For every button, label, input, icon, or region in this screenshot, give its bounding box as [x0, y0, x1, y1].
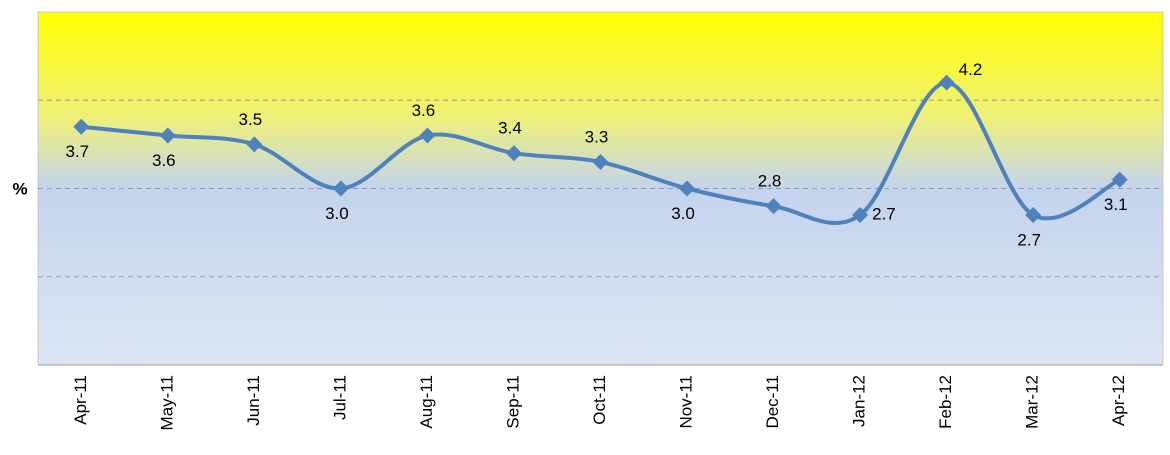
line — [81, 80, 1121, 225]
marker — [852, 206, 869, 223]
marker — [765, 198, 782, 215]
marker — [159, 127, 176, 144]
data-label: 3.7 — [65, 142, 89, 161]
x-tick-label: Dec-11 — [763, 375, 782, 429]
marker — [938, 74, 955, 91]
marker — [505, 145, 522, 162]
marker — [1111, 171, 1128, 188]
data-label: 3.0 — [671, 204, 695, 223]
x-tick-label: Apr-11 — [71, 375, 90, 425]
x-tick-label: Feb-12 — [936, 375, 955, 429]
x-tick-label: Sep-11 — [503, 375, 522, 429]
x-tick-label: Nov-11 — [677, 375, 696, 429]
data-label: 3.0 — [325, 204, 349, 223]
x-tick-label: May-11 — [157, 375, 176, 430]
x-tick-label: Jan-12 — [850, 375, 869, 427]
marker — [592, 154, 609, 171]
x-tick-label: Jul-11 — [330, 375, 349, 420]
data-label: 3.4 — [498, 119, 522, 138]
data-label: 2.7 — [872, 204, 896, 223]
data-label: 2.7 — [1017, 230, 1041, 249]
marker — [1025, 206, 1042, 223]
marker — [246, 136, 263, 153]
y-axis-label: % — [12, 179, 27, 198]
x-tick-label: Mar-12 — [1023, 375, 1042, 429]
data-label: 3.3 — [585, 128, 609, 147]
x-tick-label: Jun-11 — [244, 375, 263, 426]
marker — [679, 180, 696, 197]
marker — [73, 118, 90, 135]
data-label: 3.6 — [412, 101, 436, 120]
data-label: 3.5 — [239, 110, 263, 129]
x-tick-label: Apr-12 — [1109, 375, 1128, 426]
data-label: 4.2 — [959, 60, 983, 79]
x-tick-label: Oct-11 — [590, 375, 609, 425]
marker — [332, 180, 349, 197]
data-label: 2.8 — [758, 172, 782, 191]
x-tick-label: Aug-11 — [417, 375, 436, 429]
data-label: 3.1 — [1104, 195, 1128, 214]
data-label: 3.6 — [152, 151, 176, 170]
marker — [419, 127, 436, 144]
